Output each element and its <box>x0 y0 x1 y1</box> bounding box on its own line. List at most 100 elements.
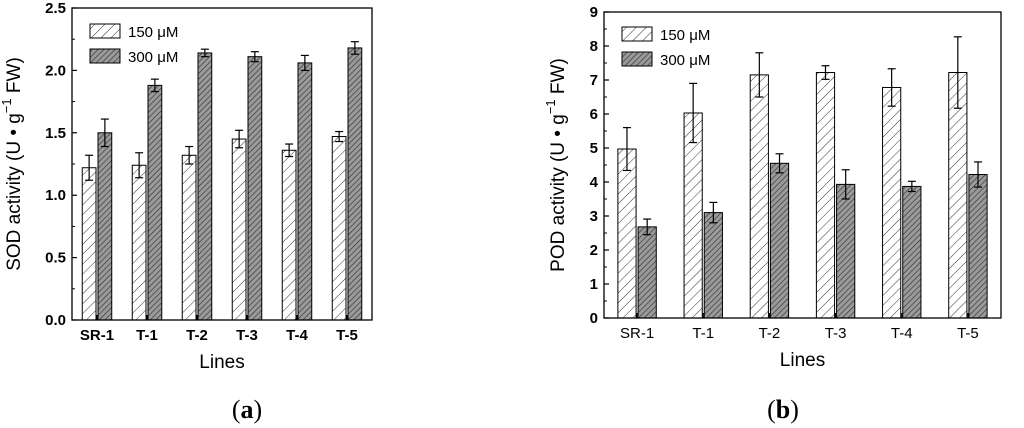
error-bar <box>821 65 830 80</box>
error-bar <box>953 36 962 109</box>
error-bar <box>185 145 194 165</box>
x-tick-label: T-5 <box>336 327 358 344</box>
panel-label-open: ( <box>232 395 241 424</box>
bar-150-μM-T-1 <box>131 164 147 321</box>
bar-300-μM-T-3 <box>836 183 856 319</box>
error-bar <box>622 126 631 172</box>
bar-300-μM-T-4 <box>902 185 922 319</box>
y-tick-label: 4 <box>590 174 599 191</box>
chart-sod-activity: 0.0 0.5 1.0 1.5 2.0 2.5 SR-1 T-1 T-2 T-3 T-4 T-5 Lin… <box>0 0 373 424</box>
error-bar <box>335 130 344 143</box>
legend-swatch <box>89 23 121 39</box>
bar-300-μM-T-4 <box>297 62 313 321</box>
x-tick-label: T-2 <box>759 325 781 342</box>
legend-label: 150 μM <box>128 24 178 41</box>
bar-150-μM-SR-1 <box>81 167 97 321</box>
panel-label: (b) <box>767 395 799 424</box>
y-tick-label: 2.5 <box>45 0 66 17</box>
y-tick-label: 2 <box>590 242 598 259</box>
y-tick-label: 0 <box>590 310 598 327</box>
y-axis-title: POD activity (U • g−1 FW) <box>543 58 569 272</box>
legend-swatch <box>89 48 121 64</box>
x-tick-label: T-2 <box>186 327 208 344</box>
y-tick-label: 7 <box>590 72 598 89</box>
bar-300-μM-SR-1 <box>637 226 657 319</box>
bar-300-μM-SR-1 <box>97 132 113 321</box>
y-tick-label: 5 <box>590 140 598 157</box>
bar-300-μM-T-3 <box>247 56 263 321</box>
x-tick-label: T-3 <box>236 327 258 344</box>
y-tick-label: 0.5 <box>45 250 66 267</box>
bar-150-μM-T-5 <box>948 72 968 319</box>
y-axis-title-prefix: POD activity (U • g <box>548 114 569 272</box>
bar-300-μM-T-2 <box>769 162 790 319</box>
y-tick-label: 0.0 <box>45 312 66 329</box>
error-bar <box>755 52 764 98</box>
y-tick-label: 8 <box>590 38 598 55</box>
bar-150-μM-SR-1 <box>617 148 637 319</box>
y-axis-title: SOD activity (U • g−1 FW) <box>0 57 25 271</box>
x-tick-label: T-5 <box>957 325 979 342</box>
y-tick-label: 3 <box>590 208 598 225</box>
legend: 150 μM 300 μM <box>89 23 178 66</box>
y-tick-label: 9 <box>590 4 598 21</box>
x-tick-label: T-4 <box>286 327 308 344</box>
error-bar <box>887 68 896 107</box>
error-bar <box>709 201 718 224</box>
error-bar <box>85 154 94 181</box>
panel-label-letter: a <box>241 395 254 424</box>
bar-150-μM-T-2 <box>181 154 197 321</box>
bar-150-μM-T-5 <box>331 136 347 321</box>
bar-300-μM-T-2 <box>197 52 213 321</box>
bar-300-μM-T-5 <box>347 47 363 321</box>
bar-150-μM-T-4 <box>882 86 902 319</box>
legend-label: 300 μM <box>660 52 710 69</box>
error-bar <box>150 78 159 93</box>
bar-150-μM-T-3 <box>815 72 836 319</box>
x-tick-label: SR-1 <box>80 327 114 344</box>
error-bar <box>285 143 294 158</box>
panel-label-close: ) <box>790 395 799 424</box>
error-bar <box>974 161 983 188</box>
y-tick-label: 1.0 <box>45 187 66 204</box>
x-tick-label: T-3 <box>825 325 847 342</box>
bar-300-μM-T-5 <box>968 174 988 319</box>
x-tick-label: SR-1 <box>620 325 654 342</box>
y-axis-title-exponent: −1 <box>543 99 558 114</box>
bar-150-μM-T-3 <box>231 138 247 321</box>
y-tick-label: 1.5 <box>45 125 66 142</box>
error-bar <box>907 180 916 193</box>
error-bar <box>235 129 244 149</box>
bar-150-μM-T-4 <box>281 149 297 321</box>
legend-label: 150 μM <box>660 27 710 44</box>
error-bar <box>250 51 259 63</box>
error-bar <box>100 118 109 148</box>
error-bar <box>300 54 309 72</box>
error-bar <box>643 218 652 236</box>
y-axis-title-suffix: FW) <box>548 58 569 99</box>
bar-150-μM-T-1 <box>683 112 703 319</box>
panel-label-open: ( <box>767 395 776 424</box>
legend-label: 300 μM <box>128 49 178 66</box>
x-axis-title: Lines <box>780 350 825 371</box>
y-tick-label: 1 <box>590 276 598 293</box>
x-axis-title: Lines <box>199 352 244 373</box>
chart-pod-activity: 0 1 2 3 4 5 6 7 8 9 SR-1 T-1 T-2 T-3 T-4 T-5 Lines POD ac… <box>543 4 1002 424</box>
y-axis-title-suffix: FW) <box>4 57 25 98</box>
panel-label-close: ) <box>254 395 263 424</box>
error-bar <box>841 169 850 200</box>
panel-label-letter: b <box>776 395 790 424</box>
x-tick-label: T-1 <box>136 327 158 344</box>
panel-label: (a) <box>232 395 262 424</box>
bar-300-μM-T-1 <box>703 212 723 319</box>
legend-swatch <box>621 26 653 42</box>
error-bar <box>350 41 359 55</box>
y-axis-title-exponent: −1 <box>0 98 14 113</box>
y-axis-title-prefix: SOD activity (U • g <box>4 113 25 271</box>
x-tick-label: T-4 <box>891 325 913 342</box>
error-bar <box>135 152 144 179</box>
error-bar <box>775 153 784 174</box>
bar-150-μM-T-2 <box>749 74 769 319</box>
x-tick-label: T-1 <box>692 325 714 342</box>
